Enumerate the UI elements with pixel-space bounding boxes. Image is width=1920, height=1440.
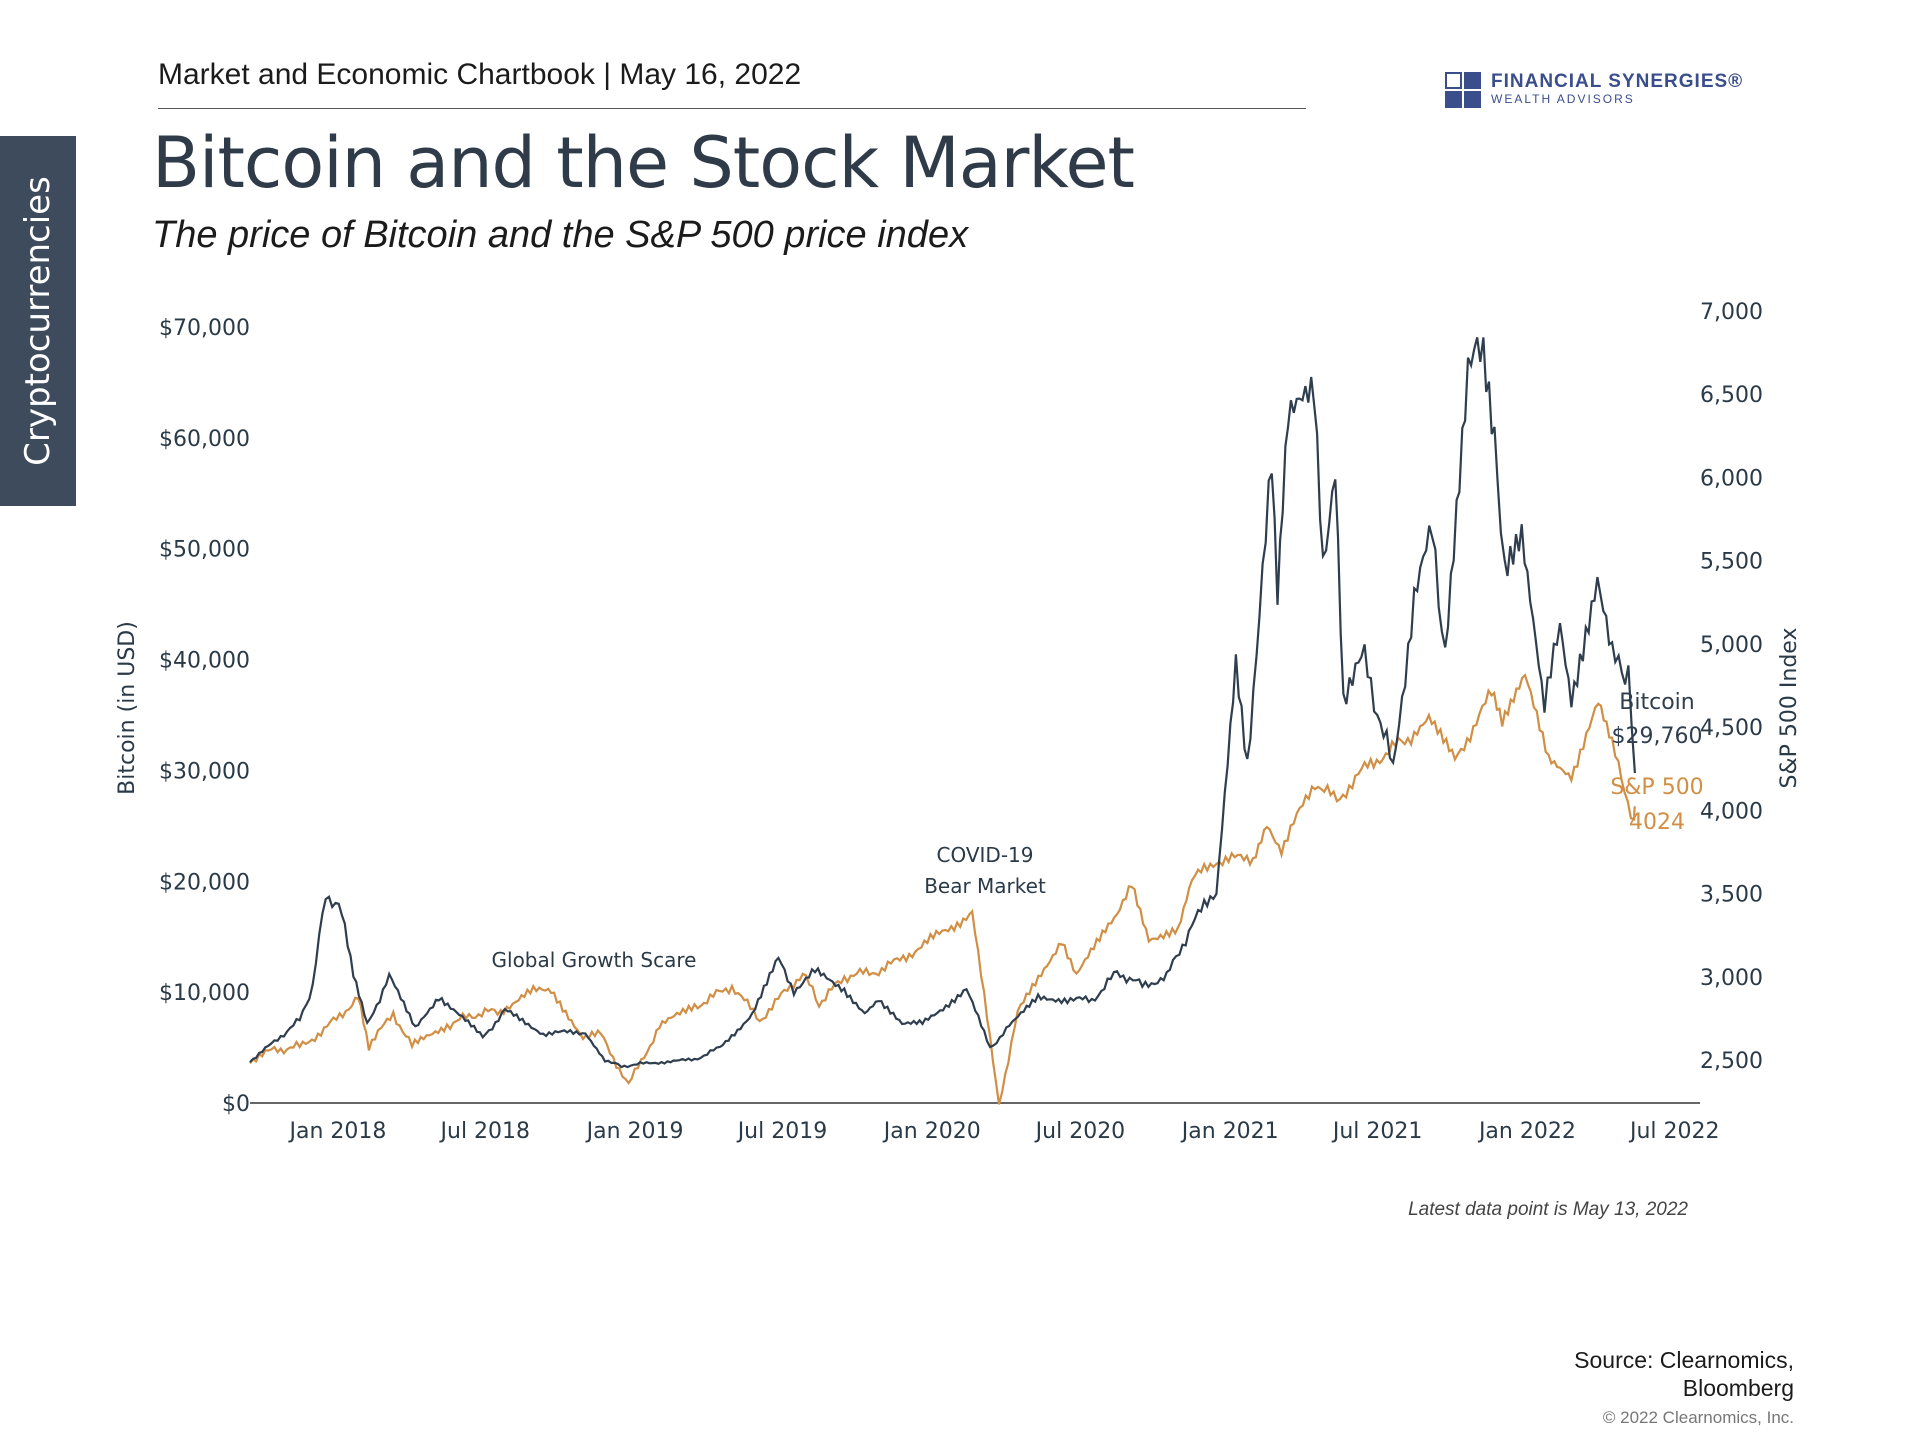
annotation-covid-line1: COVID-19: [936, 843, 1033, 867]
annotation-global-growth-scare: Global Growth Scare: [492, 948, 697, 972]
data-note: Latest data point is May 13, 2022: [1408, 1199, 1688, 1220]
source-line-1: Source: Clearnomics,: [1574, 1347, 1794, 1373]
x-tick-label: Jan 2021: [1180, 1119, 1279, 1144]
y-left-tick-label: $20,000: [159, 870, 250, 895]
x-tick-label: Jan 2022: [1477, 1119, 1576, 1144]
page-title: Bitcoin and the Stock Market: [152, 122, 1135, 204]
sp500-series-label: S&P 500: [1610, 775, 1703, 800]
source-line-2: Bloomberg: [1682, 1375, 1794, 1401]
source-credit: Source: Clearnomics, Bloomberg: [1574, 1346, 1794, 1402]
copyright: © 2022 Clearnomics, Inc.: [1602, 1408, 1794, 1427]
page-subtitle: The price of Bitcoin and the S&P 500 pri…: [152, 214, 969, 256]
sp500-value-label: 4024: [1629, 810, 1685, 835]
y-left-tick-label: $50,000: [159, 538, 250, 563]
bitcoin-series-label: Bitcoin: [1619, 690, 1694, 715]
y-left-tick-label: $60,000: [159, 427, 250, 452]
logo-grid-icon: [1445, 72, 1483, 110]
section-tab: Cryptocurrencies: [0, 136, 76, 506]
y-left-tick-label: $10,000: [159, 981, 250, 1006]
bitcoin-value-label: $29,760: [1612, 724, 1703, 749]
y-right-tick-label: 5,500: [1700, 550, 1763, 575]
annotation-covid-line2: Bear Market: [924, 874, 1046, 898]
header-divider: [158, 108, 1306, 109]
x-tick-label: Jan 2020: [882, 1119, 981, 1144]
y-right-axis-title: S&P 500 Index: [1777, 628, 1802, 789]
y-left-tick-label: $30,000: [159, 759, 250, 784]
y-right-tick-label: 5,000: [1700, 633, 1763, 658]
x-tick-label: Jul 2020: [1034, 1119, 1126, 1144]
y-right-tick-label: 6,000: [1700, 466, 1763, 491]
y-left-tick-label: $70,000: [159, 316, 250, 341]
x-tick-label: Jan 2018: [287, 1119, 386, 1144]
y-right-tick-label: 4,500: [1700, 716, 1763, 741]
y-right-tick-label: 3,000: [1700, 966, 1763, 991]
series-line-sp500: [249, 673, 1636, 1105]
y-right-tick-label: 7,000: [1700, 300, 1763, 325]
y-right-tick-label: 3,500: [1700, 883, 1763, 908]
y-left-axis-title: Bitcoin (in USD): [115, 621, 140, 795]
report-header: Market and Economic Chartbook | May 16, …: [158, 58, 802, 91]
logo-tagline: WEALTH ADVISORS: [1491, 92, 1635, 106]
series-line-bitcoin: [249, 337, 1636, 1069]
y-right-tick-label: 6,500: [1700, 383, 1763, 408]
x-tick-label: Jul 2018: [439, 1119, 531, 1144]
x-tick-label: Jan 2019: [585, 1119, 684, 1144]
x-tick-label: Jul 2019: [736, 1119, 828, 1144]
x-tick-label: Jul 2021: [1331, 1119, 1423, 1144]
company-logo: FINANCIAL SYNERGIES® WEALTH ADVISORS: [1445, 72, 1743, 110]
x-tick-label: Jul 2022: [1628, 1119, 1720, 1144]
logo-name: FINANCIAL SYNERGIES®: [1491, 71, 1744, 92]
y-left-tick-label: $0: [222, 1092, 250, 1117]
y-right-tick-label: 4,000: [1700, 799, 1763, 824]
y-right-tick-label: 2,500: [1700, 1049, 1763, 1074]
y-left-tick-label: $40,000: [159, 649, 250, 674]
